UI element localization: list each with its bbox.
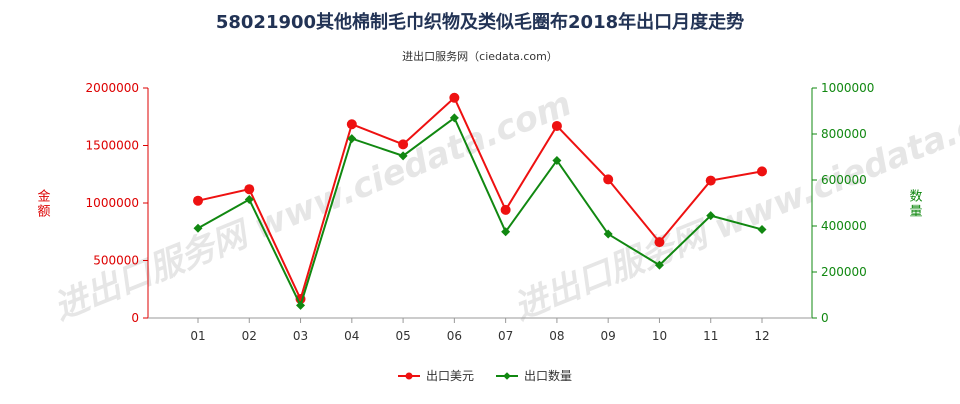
x-axis-tick-label: 08 bbox=[549, 329, 564, 343]
series-point-1 bbox=[603, 174, 614, 185]
series-point-2 bbox=[398, 151, 408, 161]
series-point-1 bbox=[705, 175, 716, 186]
series-point-2 bbox=[244, 195, 254, 205]
x-axis-tick-label: 01 bbox=[190, 329, 205, 343]
left-axis-tick-label: 1000000 bbox=[86, 196, 139, 210]
x-axis-tick-label: 05 bbox=[395, 329, 410, 343]
x-axis-tick-label: 11 bbox=[703, 329, 718, 343]
right-axis-tick-label: 600000 bbox=[821, 173, 867, 187]
left-axis-label: 金额 bbox=[37, 189, 50, 220]
right-axis-tick-label: 800000 bbox=[821, 127, 867, 141]
series-point-2 bbox=[347, 134, 357, 144]
x-axis-tick-label: 07 bbox=[498, 329, 513, 343]
series-point-2 bbox=[501, 227, 511, 237]
left-axis-tick-label: 0 bbox=[131, 311, 139, 325]
series-point-1 bbox=[244, 184, 255, 195]
series-point-2 bbox=[449, 113, 459, 123]
x-axis-tick-label: 12 bbox=[754, 329, 769, 343]
series-layer bbox=[193, 92, 767, 310]
series-point-1 bbox=[757, 166, 767, 177]
series-point-1 bbox=[551, 120, 562, 131]
right-axis-tick-label: 400000 bbox=[821, 219, 867, 233]
legend-marker bbox=[503, 372, 511, 380]
series-point-1 bbox=[193, 195, 203, 206]
series-point-1 bbox=[398, 139, 409, 150]
left-axis-tick-label: 2000000 bbox=[86, 81, 139, 95]
axes-layer: 0 500000 1000000 1500000 2000000 0 200000 40000… bbox=[37, 81, 922, 343]
left-axis-tick-label: 1500000 bbox=[86, 139, 139, 153]
x-axis-tick-label: 03 bbox=[293, 329, 308, 343]
series-point-1 bbox=[449, 92, 460, 103]
legend-marker bbox=[405, 372, 413, 380]
legend-label: 出口美元 bbox=[426, 369, 474, 383]
series-point-2 bbox=[193, 223, 203, 233]
x-axis-tick-label: 09 bbox=[601, 329, 616, 343]
x-axis-tick-label: 10 bbox=[652, 329, 667, 343]
x-axis-tick-label: 04 bbox=[344, 329, 359, 343]
series-point-2 bbox=[654, 260, 664, 270]
series-point-2 bbox=[603, 229, 613, 239]
chart-subtitle: 进出口服务网（ciedata.com） bbox=[402, 49, 558, 63]
series-line-2 bbox=[197, 116, 763, 309]
series-point-1 bbox=[346, 119, 357, 130]
series-point-2 bbox=[706, 211, 716, 221]
series-point-1 bbox=[500, 204, 511, 215]
series-line-1 bbox=[197, 96, 763, 302]
right-axis-tick-label: 0 bbox=[821, 311, 829, 325]
right-axis-tick-label: 200000 bbox=[821, 265, 867, 279]
legend-item-2[interactable]: 出口数量 bbox=[496, 368, 572, 383]
right-axis-tick-label: 1000000 bbox=[821, 81, 874, 95]
series-point-2 bbox=[757, 224, 767, 234]
x-axis-tick-label: 02 bbox=[242, 329, 257, 343]
left-axis-tick-label: 500000 bbox=[93, 254, 139, 268]
series-point-1 bbox=[654, 237, 665, 248]
series-point-2 bbox=[552, 155, 562, 165]
series-point-2 bbox=[296, 300, 306, 310]
legend: 出口美元 出口数量 bbox=[398, 368, 572, 383]
right-axis-label: 数量 bbox=[909, 190, 922, 220]
legend-label: 出口数量 bbox=[524, 368, 572, 383]
chart-title: 58021900其他棉制毛巾织物及类似毛圈布2018年出口月度走势 bbox=[216, 11, 744, 33]
x-axis-tick-label: 06 bbox=[447, 329, 462, 343]
legend-item-1[interactable]: 出口美元 bbox=[398, 369, 474, 383]
